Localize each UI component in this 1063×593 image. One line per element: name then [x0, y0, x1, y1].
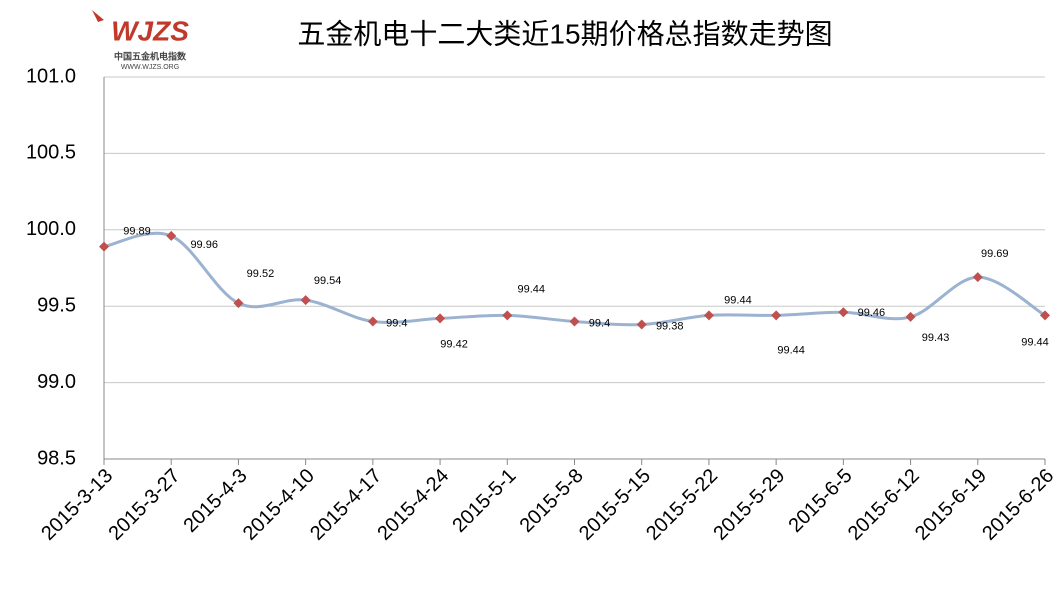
data-label: 99.96	[190, 239, 218, 251]
y-tick-label: 100.5	[26, 142, 76, 164]
data-label: 99.38	[656, 320, 684, 332]
marker	[1040, 310, 1050, 321]
data-label: 99.42	[440, 338, 468, 350]
marker	[569, 316, 580, 327]
data-label: 99.54	[314, 275, 342, 287]
marker	[233, 298, 244, 309]
data-label: 99.4	[386, 317, 407, 329]
marker	[502, 310, 513, 321]
marker	[99, 241, 109, 252]
y-tick-label: 99.0	[37, 371, 76, 393]
data-label: 99.46	[858, 307, 886, 319]
data-label: 99.69	[981, 248, 1009, 260]
marker	[367, 316, 378, 327]
marker	[300, 295, 311, 306]
y-tick-label: 98.5	[37, 447, 76, 469]
marker	[166, 230, 177, 241]
y-tick-label: 100.0	[26, 218, 76, 240]
logo-arrow	[92, 10, 104, 22]
data-label: 99.52	[247, 268, 275, 280]
marker	[636, 319, 647, 330]
chart-title: 五金机电十二大类近15期价格总指数走势图	[297, 18, 832, 49]
data-label: 99.4	[589, 317, 610, 329]
data-label: 99.43	[922, 332, 950, 344]
marker	[435, 313, 446, 324]
logo-subtitle: 中国五金机电指数	[114, 50, 187, 61]
marker	[771, 310, 782, 321]
y-tick-label: 99.5	[37, 294, 76, 316]
data-label: 99.44	[777, 344, 805, 356]
marker	[703, 310, 714, 321]
data-label: 99.44	[518, 283, 546, 295]
data-label: 99.89	[123, 226, 151, 238]
marker	[838, 307, 849, 318]
data-label: 99.44	[724, 294, 752, 306]
marker	[972, 272, 983, 283]
y-tick-label: 101.0	[26, 65, 76, 87]
marker	[905, 311, 916, 322]
logo-url: WWW.WJZS.ORG	[121, 64, 179, 71]
data-label: 99.44	[1021, 336, 1049, 348]
logo-name: WJZS	[111, 15, 189, 46]
